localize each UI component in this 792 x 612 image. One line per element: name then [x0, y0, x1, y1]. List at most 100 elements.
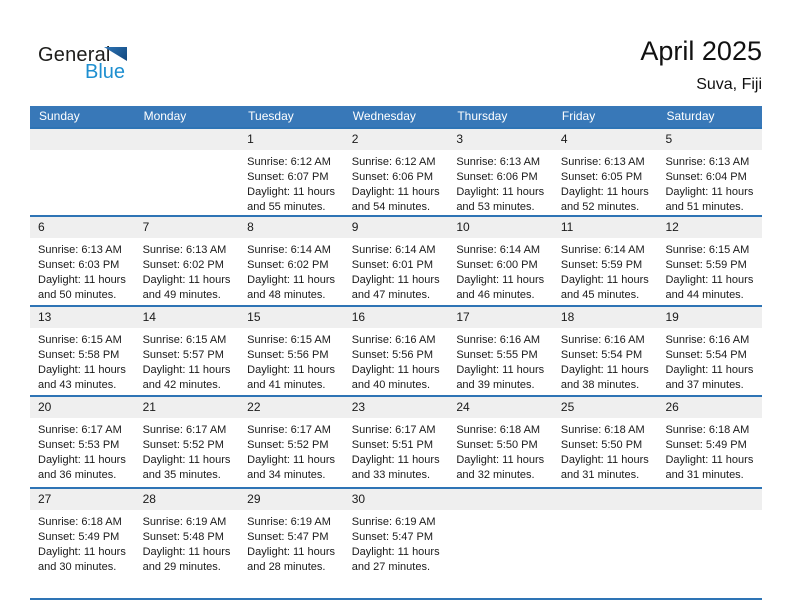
weekday-header-friday: Friday [561, 109, 596, 123]
day-cell-21: 21 Sunrise: 6:17 AM Sunset: 5:52 PM Dayligh… [134, 397, 240, 487]
daylight-line1: Daylight: 11 hours [142, 274, 231, 286]
day-cell-29: 29 Sunrise: 6:19 AM Sunset: 5:47 PM Dayligh… [239, 489, 344, 598]
daylight-line1: Daylight: 11 hours [142, 454, 231, 466]
day-info: Sunrise: 6:14 AM Sunset: 6:01 PM Daylight:… [344, 238, 449, 303]
daylight-line1: Daylight: 11 hours [351, 186, 440, 198]
day-info: Sunrise: 6:16 AM Sunset: 5:56 PM Daylight:… [344, 328, 449, 393]
daylight-line1: Daylight: 11 hours [560, 364, 649, 376]
day-cell-empty [134, 129, 240, 215]
day-info: Sunrise: 6:16 AM Sunset: 5:55 PM Daylight:… [448, 328, 553, 393]
day-info: Sunrise: 6:18 AM Sunset: 5:49 PM Daylight:… [30, 510, 135, 575]
day-cell-25: 25 Sunrise: 6:18 AM Sunset: 5:50 PM Dayligh… [552, 397, 658, 487]
day-cell-24: 24 Sunrise: 6:18 AM Sunset: 5:50 PM Dayligh… [448, 397, 553, 487]
sunset-text: Sunset: 5:54 PM [560, 349, 643, 361]
sunset-text: Sunset: 6:03 PM [38, 259, 120, 271]
day-info: Sunrise: 6:18 AM Sunset: 5:50 PM Daylight:… [553, 418, 658, 483]
day-info: Sunrise: 6:17 AM Sunset: 5:52 PM Daylight:… [239, 418, 344, 483]
day-cell-empty [448, 489, 553, 598]
daylight-line2: and 45 minutes. [560, 289, 640, 301]
sunrise-text: Sunrise: 6:14 AM [560, 244, 645, 256]
sunset-text: Sunset: 5:54 PM [665, 349, 747, 361]
day-number [30, 129, 135, 150]
sunset-text: Sunset: 5:51 PM [351, 439, 434, 451]
daylight-line1: Daylight: 11 hours [560, 274, 649, 286]
daylight-line1: Daylight: 11 hours [351, 364, 440, 376]
day-cell-14: 14 Sunrise: 6:15 AM Sunset: 5:57 PM Dayligh… [134, 307, 240, 395]
sunrise-text: Sunrise: 6:16 AM [456, 334, 541, 346]
day-info: Sunrise: 6:13 AM Sunset: 6:02 PM Daylight:… [135, 238, 240, 303]
day-info: Sunrise: 6:12 AM Sunset: 6:06 PM Daylight:… [344, 150, 449, 215]
day-info: Sunrise: 6:14 AM Sunset: 6:02 PM Daylight:… [239, 238, 344, 303]
week-row-1: 1 Sunrise: 6:12 AM Sunset: 6:07 PM Daylight… [30, 127, 763, 215]
sunrise-text: Sunrise: 6:17 AM [142, 424, 227, 436]
day-cell-16: 16 Sunrise: 6:16 AM Sunset: 5:56 PM Dayligh… [343, 307, 449, 395]
weekday-header-row: Sunday Monday Tuesday Wednesday Thursday Frid… [30, 106, 762, 127]
daylight-line1: Daylight: 11 hours [38, 454, 126, 466]
sunset-text: Sunset: 5:49 PM [38, 531, 120, 543]
day-info: Sunrise: 6:13 AM Sunset: 6:05 PM Daylight:… [553, 150, 658, 215]
day-info: Sunrise: 6:12 AM Sunset: 6:07 PM Daylight:… [239, 150, 344, 215]
day-cell-12: 12 Sunrise: 6:15 AM Sunset: 5:59 PM Dayligh… [657, 217, 763, 305]
sunrise-text: Sunrise: 6:15 AM [665, 244, 750, 256]
daylight-line2: and 49 minutes. [142, 289, 221, 301]
sunset-text: Sunset: 6:05 PM [560, 171, 643, 183]
daylight-line2: and 36 minutes. [38, 469, 117, 481]
daylight-line1: Daylight: 11 hours [38, 364, 126, 376]
day-number: 16 [343, 307, 449, 328]
daylight-line1: Daylight: 11 hours [247, 454, 336, 466]
daylight-line1: Daylight: 11 hours [665, 454, 754, 466]
sunrise-text: Sunrise: 6:16 AM [560, 334, 645, 346]
day-number: 28 [134, 489, 240, 510]
day-info: Sunrise: 6:15 AM Sunset: 5:59 PM Daylight:… [657, 238, 762, 303]
sunrise-text: Sunrise: 6:12 AM [247, 156, 331, 168]
weekday-header-sunday: Sunday [39, 109, 80, 123]
day-number: 7 [134, 217, 240, 238]
day-cell-4: 4 Sunrise: 6:13 AM Sunset: 6:05 PM Daylight… [552, 129, 658, 215]
sunset-text: Sunset: 5:47 PM [351, 531, 434, 543]
weekday-header-tuesday: Tuesday [248, 109, 294, 123]
sunset-text: Sunset: 6:07 PM [247, 171, 329, 183]
day-info: Sunrise: 6:14 AM Sunset: 6:00 PM Daylight:… [448, 238, 553, 303]
day-number: 15 [239, 307, 344, 328]
daylight-line2: and 29 minutes. [142, 561, 221, 573]
sunrise-text: Sunrise: 6:15 AM [38, 334, 122, 346]
daylight-line2: and 52 minutes. [560, 201, 640, 213]
sunset-text: Sunset: 6:02 PM [247, 259, 329, 271]
sunrise-text: Sunrise: 6:19 AM [142, 516, 227, 528]
daylight-line1: Daylight: 11 hours [351, 454, 440, 466]
sunset-text: Sunset: 5:48 PM [142, 531, 224, 543]
day-number: 20 [30, 397, 135, 418]
day-info: Sunrise: 6:19 AM Sunset: 5:47 PM Daylight:… [239, 510, 344, 575]
day-number: 27 [30, 489, 135, 510]
day-number: 29 [239, 489, 344, 510]
day-number: 13 [30, 307, 135, 328]
daylight-line1: Daylight: 11 hours [456, 454, 545, 466]
sunrise-text: Sunrise: 6:13 AM [456, 156, 541, 168]
daylight-line2: and 39 minutes. [456, 379, 535, 391]
daylight-line2: and 47 minutes. [351, 289, 431, 301]
sunset-text: Sunset: 6:00 PM [456, 259, 538, 271]
day-number: 17 [448, 307, 553, 328]
day-number: 14 [134, 307, 240, 328]
daylight-line2: and 40 minutes. [351, 379, 431, 391]
day-cell-7: 7 Sunrise: 6:13 AM Sunset: 6:02 PM Daylight… [134, 217, 240, 305]
day-info: Sunrise: 6:14 AM Sunset: 5:59 PM Daylight:… [553, 238, 658, 303]
day-cell-empty [552, 489, 658, 598]
day-info: Sunrise: 6:18 AM Sunset: 5:50 PM Daylight:… [448, 418, 553, 483]
daylight-line2: and 53 minutes. [456, 201, 535, 213]
sunrise-text: Sunrise: 6:17 AM [247, 424, 331, 436]
daylight-line1: Daylight: 11 hours [247, 274, 336, 286]
sunset-text: Sunset: 5:56 PM [351, 349, 434, 361]
day-number [657, 489, 763, 510]
day-info: Sunrise: 6:15 AM Sunset: 5:57 PM Daylight:… [135, 328, 240, 393]
day-cell-27: 27 Sunrise: 6:18 AM Sunset: 5:49 PM Dayligh… [30, 489, 135, 598]
table-bottom-border [30, 598, 762, 600]
daylight-line1: Daylight: 11 hours [351, 546, 440, 558]
weekday-header-monday: Monday [143, 109, 187, 123]
day-cell-11: 11 Sunrise: 6:14 AM Sunset: 5:59 PM Dayligh… [552, 217, 658, 305]
sunset-text: Sunset: 6:06 PM [456, 171, 538, 183]
day-number [448, 489, 553, 510]
day-info: Sunrise: 6:17 AM Sunset: 5:52 PM Daylight:… [135, 418, 240, 483]
sunrise-text: Sunrise: 6:14 AM [456, 244, 541, 256]
weekday-header-wednesday: Wednesday [352, 109, 416, 123]
